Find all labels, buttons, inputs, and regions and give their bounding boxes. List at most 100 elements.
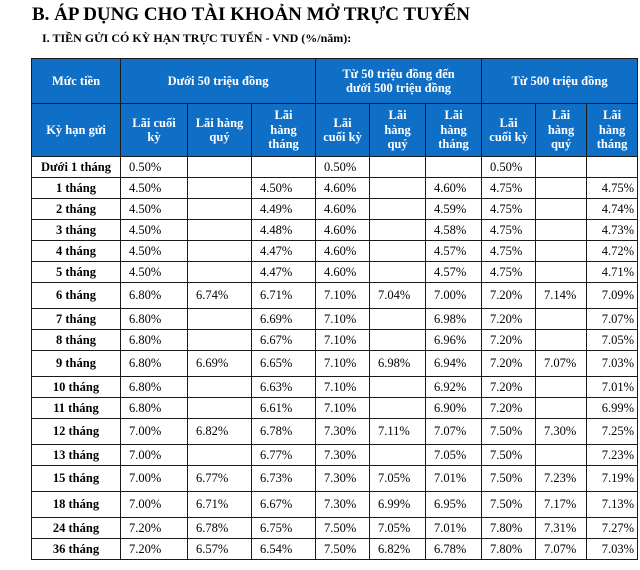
rate-cell	[250, 156, 317, 178]
rate-cell	[187, 376, 252, 398]
rate-cell	[187, 261, 252, 283]
rate-cell	[535, 376, 588, 398]
rate-cell	[535, 308, 588, 330]
rate-cell: 7.00%	[425, 282, 483, 309]
sub-header-end-of-term: Lãi cuối kỳ	[481, 103, 537, 157]
rate-cell: 6.80%	[120, 308, 188, 330]
rate-cell: 6.54%	[250, 538, 317, 560]
rate-cell: 7.09%	[586, 282, 639, 309]
table-row: 36 tháng 7.20% 6.57% 6.54% 7.50% 6.82% 6.78% 7.…	[31, 538, 639, 560]
rate-cell: 6.98%	[425, 308, 483, 330]
rate-cell	[187, 219, 252, 241]
rate-cell: 7.23%	[586, 444, 639, 466]
rate-cell: 7.00%	[120, 465, 188, 492]
rate-cell: 7.00%	[120, 418, 188, 445]
rate-cell: 7.03%	[586, 350, 639, 377]
term-cell: 1 tháng	[31, 177, 121, 199]
rate-cell: 7.50%	[315, 538, 371, 560]
rate-cell: 7.30%	[315, 465, 371, 492]
rate-rows: Dưới 1 tháng 0.50% 0.50% 0.50% 1 tháng 4.50% 4…	[31, 156, 639, 560]
term-cell: 18 tháng	[31, 491, 121, 518]
rate-cell: 7.01%	[586, 376, 639, 398]
table-row: 24 tháng 7.20% 6.78% 6.75% 7.50% 7.05% 7.01% 7.…	[31, 517, 639, 539]
rate-cell: 7.13%	[586, 491, 639, 518]
rate-cell: 7.07%	[535, 538, 588, 560]
rate-cell: 6.95%	[425, 491, 483, 518]
rate-cell	[369, 308, 427, 330]
sub-header-monthly: Lãi hàng tháng	[250, 103, 317, 157]
table-row: 12 tháng 7.00% 6.82% 6.78% 7.30% 7.11% 7.07% 7.…	[31, 418, 639, 445]
term-header: Kỳ hạn gửi	[31, 103, 121, 157]
rate-cell	[369, 444, 427, 466]
table-row: 18 tháng 7.00% 6.71% 6.67% 7.30% 6.99% 6.95% 7.…	[31, 491, 639, 518]
rate-cell: 4.50%	[120, 261, 188, 283]
rate-cell: 7.00%	[120, 491, 188, 518]
table-row: 8 tháng 6.80% 6.67% 7.10% 6.96% 7.20% 7.05%	[31, 329, 639, 351]
rate-cell: 7.50%	[481, 491, 537, 518]
group-header-50m-to-500m: Từ 50 triệu đồng đến dưới 500 triệu đồng	[315, 58, 483, 104]
term-cell: 5 tháng	[31, 261, 121, 283]
rate-cell: 6.57%	[187, 538, 252, 560]
rate-cell	[369, 219, 427, 241]
rate-cell: 4.75%	[481, 177, 537, 199]
group-header-from-500m: Từ 500 triệu đồng	[481, 58, 639, 104]
rate-cell	[187, 397, 252, 419]
rate-cell: 4.74%	[586, 198, 639, 220]
rate-cell	[187, 444, 252, 466]
rate-cell: 7.10%	[315, 308, 371, 330]
sub-header-monthly: Lãi hàng tháng	[586, 103, 639, 157]
rate-cell	[535, 444, 588, 466]
rate-cell: 7.10%	[315, 397, 371, 419]
rate-cell	[369, 177, 427, 199]
rate-cell: 6.77%	[250, 444, 317, 466]
rate-cell: 7.20%	[481, 376, 537, 398]
rate-cell	[369, 376, 427, 398]
rate-cell: 7.05%	[369, 517, 427, 539]
rate-cell: 7.20%	[120, 538, 188, 560]
rate-cell	[535, 397, 588, 419]
rate-cell: 6.67%	[250, 329, 317, 351]
rate-cell: 7.10%	[315, 376, 371, 398]
rate-cell: 6.77%	[187, 465, 252, 492]
term-cell: 24 tháng	[31, 517, 121, 539]
rate-cell: 7.20%	[481, 308, 537, 330]
rate-cell	[586, 156, 639, 178]
rate-cell: 6.67%	[250, 491, 317, 518]
rate-cell: 7.10%	[315, 329, 371, 351]
rate-cell: 6.65%	[250, 350, 317, 377]
rate-cell: 6.90%	[425, 397, 483, 419]
rate-cell: 4.50%	[120, 198, 188, 220]
rate-cell: 6.82%	[187, 418, 252, 445]
rate-cell: 4.49%	[250, 198, 317, 220]
rate-cell: 7.30%	[315, 491, 371, 518]
rate-cell	[187, 308, 252, 330]
sub-header-quarterly: Lãi hàng quý	[187, 103, 252, 157]
table-row: 13 tháng 7.00% 6.77% 7.30% 7.05% 7.50% 7.23%	[31, 444, 639, 466]
table-row: 11 tháng 6.80% 6.61% 7.10% 6.90% 7.20% 6.99%	[31, 397, 639, 419]
rate-cell: 7.10%	[315, 282, 371, 309]
rate-cell: 6.99%	[369, 491, 427, 518]
rate-cell: 7.50%	[481, 444, 537, 466]
rate-cell: 4.50%	[120, 219, 188, 241]
rate-cell	[369, 329, 427, 351]
rate-cell: 7.10%	[315, 350, 371, 377]
rate-cell: 7.04%	[369, 282, 427, 309]
term-cell: 9 tháng	[31, 350, 121, 377]
rate-cell: 4.60%	[425, 177, 483, 199]
rate-cell: 4.58%	[425, 219, 483, 241]
rate-cell: 4.48%	[250, 219, 317, 241]
rate-cell: 4.57%	[425, 240, 483, 262]
rate-cell: 7.50%	[481, 418, 537, 445]
rate-cell: 4.75%	[481, 219, 537, 241]
rate-cell: 6.61%	[250, 397, 317, 419]
rate-cell: 4.75%	[481, 198, 537, 220]
rate-cell: 4.59%	[425, 198, 483, 220]
rate-cell: 7.01%	[425, 465, 483, 492]
rate-cell: 6.71%	[187, 491, 252, 518]
rate-cell: 4.60%	[315, 177, 371, 199]
term-cell: 4 tháng	[31, 240, 121, 262]
sub-header-monthly: Lãi hàng tháng	[425, 103, 483, 157]
rate-cell	[187, 177, 252, 199]
rate-cell: 7.17%	[535, 491, 588, 518]
sub-header-end-of-term: Lãi cuối kỳ	[120, 103, 188, 157]
